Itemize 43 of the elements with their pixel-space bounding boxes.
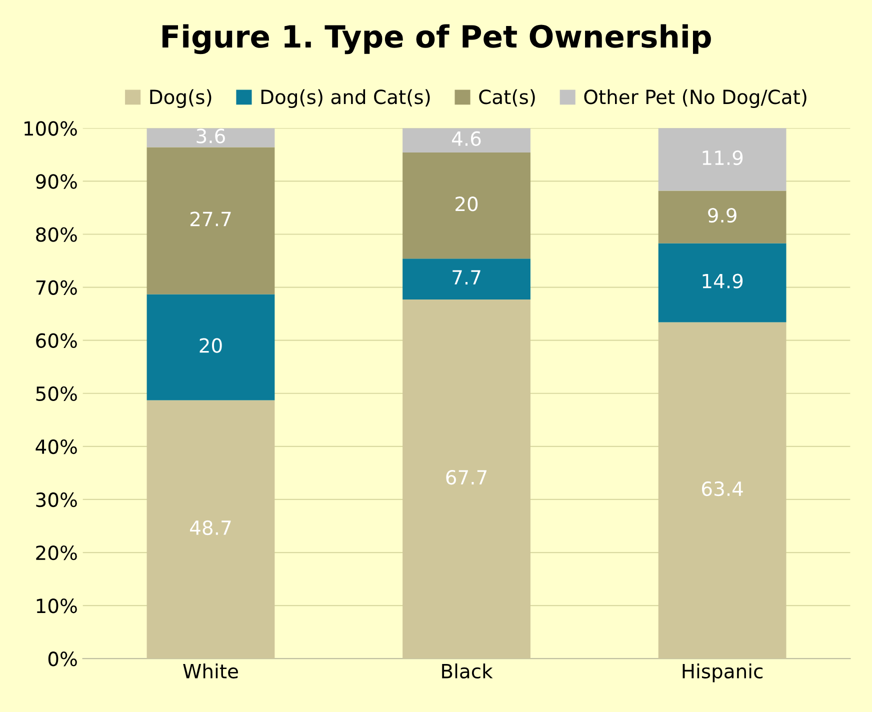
bar bbox=[658, 128, 786, 191]
data-label: 20 bbox=[200, 338, 222, 353]
x-tick-label: White bbox=[183, 663, 238, 679]
data-label: 20 bbox=[456, 196, 478, 212]
data-label: 67.7 bbox=[446, 470, 487, 485]
bar bbox=[146, 294, 275, 400]
bar bbox=[402, 258, 530, 300]
y-tick-label: 50% bbox=[36, 386, 77, 402]
legend-label: Cat(s) bbox=[479, 89, 535, 107]
y-tick-label: 40% bbox=[36, 439, 77, 454]
data-label: 11.9 bbox=[702, 150, 743, 166]
data-label: 14.9 bbox=[702, 274, 743, 288]
y-tick-label: 100% bbox=[24, 121, 77, 136]
bar bbox=[146, 147, 275, 294]
bar bbox=[658, 322, 786, 659]
y-tick-label: 70% bbox=[36, 280, 77, 295]
bar bbox=[146, 128, 275, 148]
bar bbox=[658, 243, 786, 322]
bar bbox=[402, 152, 530, 259]
bar bbox=[658, 190, 786, 244]
y-tick-label: 10% bbox=[36, 598, 77, 614]
legend-label: Dog(s) bbox=[150, 89, 212, 108]
y-tick-label: 90% bbox=[36, 174, 77, 189]
x-tick-label: Hispanic bbox=[682, 663, 763, 682]
bar bbox=[402, 128, 530, 153]
bar bbox=[146, 400, 275, 659]
legend-label: Dog(s) and Cat(s) bbox=[261, 89, 430, 108]
y-tick-label: 20% bbox=[36, 545, 77, 560]
x-tick-label: Black bbox=[442, 663, 493, 679]
data-label: 4.6 bbox=[452, 131, 481, 146]
bar bbox=[402, 299, 530, 659]
y-tick-label: 30% bbox=[36, 492, 77, 508]
data-label: 63.4 bbox=[702, 481, 743, 496]
y-tick-label: 80% bbox=[36, 227, 77, 242]
legend-label: Other Pet (No Dog/Cat) bbox=[584, 89, 806, 108]
y-tick-label: 60% bbox=[36, 333, 77, 348]
data-label: 3.6 bbox=[196, 128, 225, 144]
data-label: 9.9 bbox=[708, 208, 736, 223]
data-label: 27.7 bbox=[190, 212, 231, 226]
chart-title: Figure 1. Type of Pet Ownership bbox=[162, 24, 711, 54]
data-label: 48.7 bbox=[190, 520, 231, 536]
y-tick-label: 0% bbox=[48, 652, 77, 666]
data-label: 7.7 bbox=[452, 270, 480, 284]
